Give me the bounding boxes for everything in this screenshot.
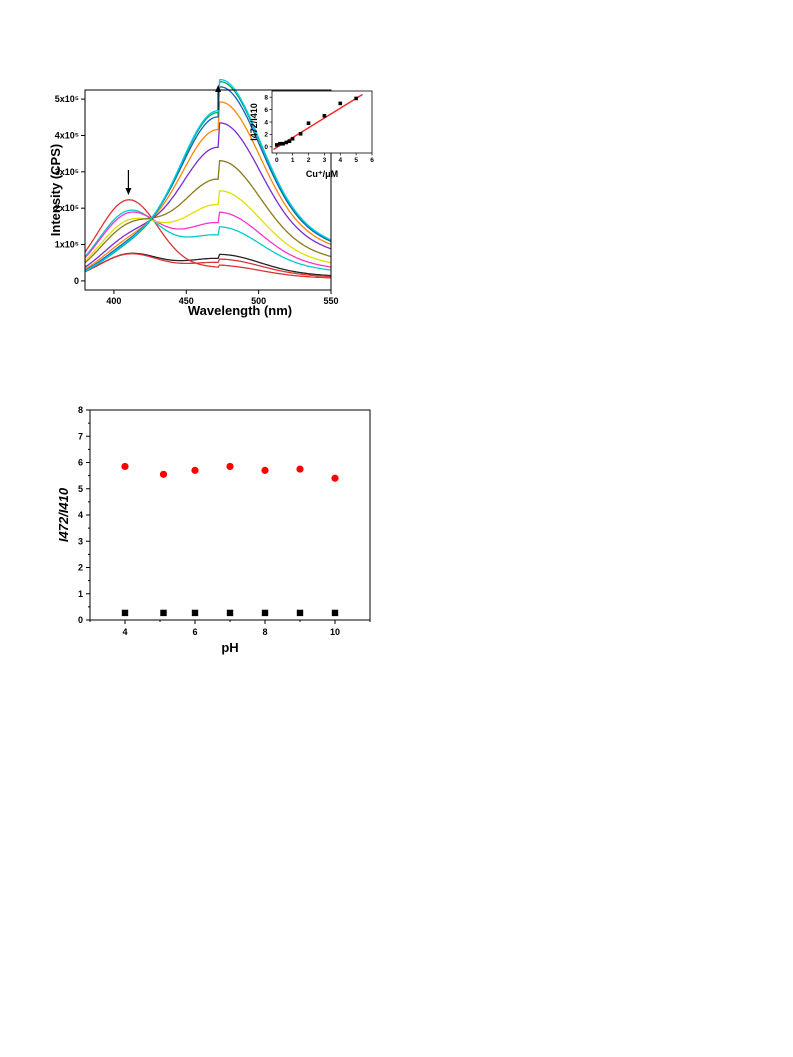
spectrum-line-6 <box>84 160 332 264</box>
inset-point <box>278 141 282 146</box>
y-tick-label: 1x10⁵ <box>55 240 79 250</box>
x-tick-label: 500 <box>251 296 266 306</box>
ratio-point-square <box>121 609 129 617</box>
chart2-y-axis-title: I472/I410 <box>56 487 71 542</box>
ratio-point-square <box>296 609 304 617</box>
y-tick-label: 7 <box>78 431 83 441</box>
inset-point <box>290 136 295 141</box>
chart1-x-axis-title: Wavelength (nm) <box>188 303 292 318</box>
inset-y-tick-label: 8 <box>264 95 268 102</box>
arrow-up-icon <box>215 85 222 92</box>
ratio-point-square <box>191 609 199 617</box>
spectrum-line-11 <box>84 78 332 272</box>
x-tick-label: 400 <box>106 296 121 306</box>
y-tick-label: 3x10⁵ <box>55 167 79 177</box>
ratio-point-circle <box>191 466 199 474</box>
spectrum-line-1 <box>84 253 331 278</box>
ratio-point-square <box>261 609 269 617</box>
inset-x-tick-label: 4 <box>338 157 342 164</box>
spectrum-line-5 <box>84 190 332 264</box>
chart1-plot-frame <box>84 89 332 291</box>
spectrum-line-8 <box>84 101 332 270</box>
spectrum-line-2 <box>84 199 331 279</box>
ratio-point-circle <box>226 462 234 471</box>
ratio-point-circle <box>159 470 168 478</box>
inset-ticks: 0 1 2 3 4 5 6 0 2 4 6 8 <box>264 95 374 165</box>
chart2-ticks: 4 6 8 10 0 1 2 3 4 5 6 7 8 <box>78 405 371 637</box>
ratio-point-circle <box>121 462 129 471</box>
x-tick-label: 550 <box>323 296 338 306</box>
inset-y-axis-title: I472/I410 <box>249 103 259 141</box>
chart1-y-axis-title: Intensity (CPS) <box>48 144 63 236</box>
inset-point <box>322 114 327 118</box>
x-tick-label: 450 <box>179 296 194 306</box>
y-tick-label: 4 <box>78 510 83 520</box>
x-tick-label: 6 <box>192 627 197 637</box>
inset-points <box>274 96 358 147</box>
ratio-point-circle <box>331 474 339 482</box>
ratio-point-square <box>331 609 339 617</box>
y-tick-label: 4x10⁵ <box>55 130 79 140</box>
inset-x-tick-label: 1 <box>291 157 295 164</box>
arrow-down-icon <box>125 188 132 195</box>
x-tick-label: 8 <box>262 627 267 637</box>
y-tick-label: 1 <box>78 589 83 599</box>
inset-point <box>287 139 292 144</box>
inset-y-tick-label: 2 <box>264 132 268 139</box>
y-tick-label: 2 <box>78 563 83 573</box>
inset-calibration-plot: 0 1 2 3 4 5 6 0 2 4 6 8 Cu⁺/μM I472/I410 <box>249 90 374 179</box>
inset-x-tick-label: 2 <box>307 157 311 164</box>
inset-y-tick-label: 0 <box>264 144 268 151</box>
ratio-point-circle <box>296 465 304 473</box>
chart1-arrows <box>125 85 222 195</box>
y-tick-label: 2x10⁵ <box>55 203 79 213</box>
spectrum-line-4 <box>84 211 332 268</box>
x-tick-label: 10 <box>330 627 340 637</box>
inset-point <box>338 101 343 106</box>
inset-point <box>274 143 279 147</box>
spectrum-line-3 <box>84 209 332 271</box>
inset-point <box>306 121 311 126</box>
ratio-point-square <box>226 609 234 617</box>
ratio-point-square <box>160 609 167 617</box>
x-tick-label: 4 <box>122 627 127 637</box>
inset-y-tick-label: 6 <box>264 107 268 114</box>
inset-x-tick-label: 6 <box>370 157 374 164</box>
chart2-x-axis-title: pH <box>221 640 238 655</box>
y-tick-label: 5x10⁵ <box>55 94 79 104</box>
y-tick-label: 0 <box>74 276 79 286</box>
spectra-curves <box>84 78 332 279</box>
ph-stability-chart: 4 6 8 10 0 1 2 3 4 5 6 7 8 pH I472/I410 <box>56 405 371 655</box>
chart2-plot-frame <box>89 409 371 621</box>
inset-point <box>281 141 285 146</box>
spectrum-line-7 <box>84 122 332 268</box>
y-tick-label: 8 <box>78 405 83 415</box>
spectrum-line-9 <box>84 86 332 271</box>
inset-x-tick-label: 3 <box>323 157 327 164</box>
inset-x-axis-title: Cu⁺/μM <box>306 169 338 179</box>
y-tick-label: 5 <box>78 484 83 494</box>
inset-point <box>298 131 303 136</box>
y-tick-label: 0 <box>78 615 83 625</box>
y-tick-label: 6 <box>78 458 83 468</box>
y-tick-label: 3 <box>78 536 83 546</box>
inset-y-tick-label: 4 <box>264 119 268 126</box>
inset-x-tick-label: 0 <box>275 157 279 164</box>
inset-point <box>284 140 289 145</box>
chart2-points <box>121 462 339 617</box>
inset-x-tick-label: 5 <box>354 157 358 164</box>
inset-point <box>354 96 358 101</box>
ratio-point-circle <box>261 466 269 474</box>
